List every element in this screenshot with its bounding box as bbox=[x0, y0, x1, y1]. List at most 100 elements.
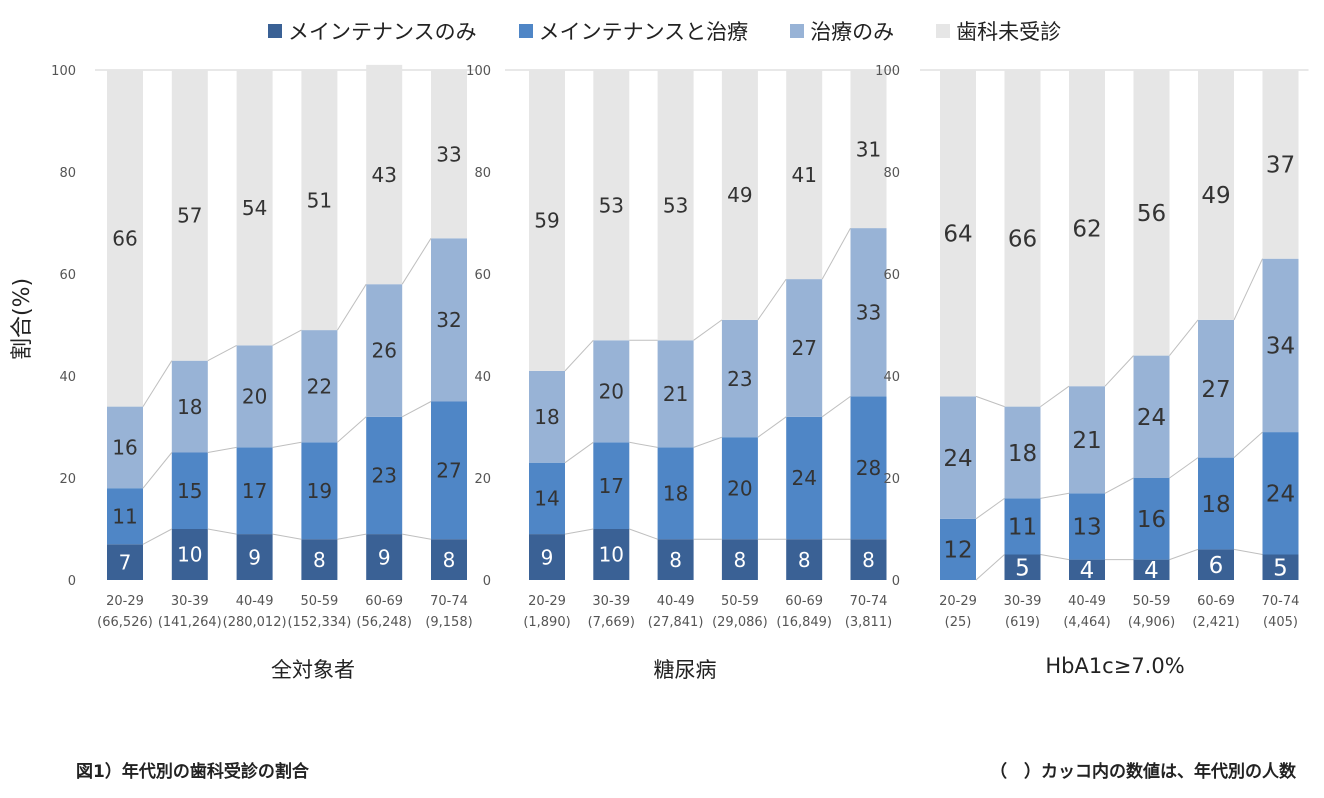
bar-segment bbox=[431, 238, 467, 402]
series-connector bbox=[337, 416, 367, 443]
data-label: 18 bbox=[663, 482, 688, 506]
bar-segment bbox=[940, 70, 976, 397]
x-tick-label: 30-39 bbox=[171, 594, 209, 609]
y-tick-label: 0 bbox=[483, 574, 491, 589]
bar-segment bbox=[1262, 70, 1299, 259]
x-tick-label: 50-59 bbox=[301, 594, 339, 609]
x-tick-label: 20-29 bbox=[106, 594, 144, 609]
y-tick-label: 60 bbox=[883, 268, 900, 283]
y-tick-label: 100 bbox=[51, 64, 76, 79]
x-tick-label: 30-39 bbox=[592, 594, 630, 609]
bar-segment bbox=[431, 401, 467, 540]
series-connector bbox=[564, 528, 594, 535]
bar-segment bbox=[366, 416, 403, 535]
series-connector bbox=[207, 528, 237, 535]
series-connector bbox=[1233, 258, 1263, 321]
data-label: 13 bbox=[1072, 515, 1101, 541]
x-tick-label: 40-49 bbox=[657, 594, 695, 609]
bar-segment bbox=[431, 70, 467, 239]
bar-segment bbox=[236, 534, 273, 580]
series-connector bbox=[1233, 431, 1263, 458]
data-label: 20 bbox=[599, 380, 624, 404]
data-label: 27 bbox=[1201, 377, 1230, 403]
data-label: 8 bbox=[798, 548, 811, 572]
y-tick-label: 20 bbox=[883, 472, 900, 487]
x-tick-label: 50-59 bbox=[721, 594, 759, 609]
data-label: 18 bbox=[1201, 492, 1230, 518]
data-label: 15 bbox=[177, 479, 202, 503]
y-tick-label: 80 bbox=[474, 166, 491, 181]
data-label: 21 bbox=[1072, 428, 1101, 454]
x-count-label: (1,890) bbox=[523, 615, 570, 630]
data-label: 51 bbox=[307, 188, 332, 212]
series-connector bbox=[272, 441, 302, 448]
x-tick-label: 40-49 bbox=[236, 594, 274, 609]
data-label: 43 bbox=[371, 163, 396, 187]
bar-segment bbox=[171, 452, 208, 529]
series-connector bbox=[757, 416, 787, 438]
x-tick-label: 40-49 bbox=[1068, 594, 1106, 609]
x-tick-label: 70-74 bbox=[850, 594, 888, 609]
bar-segment bbox=[1069, 559, 1105, 580]
data-label: 11 bbox=[1008, 515, 1037, 541]
y-tick-label: 20 bbox=[59, 472, 76, 487]
bar-segment bbox=[940, 518, 976, 580]
data-label: 8 bbox=[734, 548, 747, 572]
data-label: 4 bbox=[1080, 558, 1095, 584]
x-tick-label: 60-69 bbox=[365, 594, 403, 609]
series-connector bbox=[142, 452, 173, 489]
x-tick-label: 20-29 bbox=[528, 594, 566, 609]
data-label: 9 bbox=[541, 545, 554, 569]
data-label: 20 bbox=[242, 385, 267, 409]
bar-segment bbox=[171, 70, 208, 361]
data-label: 9 bbox=[378, 545, 391, 569]
data-label: 32 bbox=[436, 308, 461, 332]
series-connector bbox=[629, 441, 658, 448]
data-label: 53 bbox=[663, 193, 688, 217]
legend-swatch bbox=[518, 24, 533, 38]
panel-title-all: 全対象者 bbox=[271, 658, 355, 682]
data-label: 66 bbox=[112, 227, 137, 251]
x-count-label: (141,264) bbox=[158, 615, 222, 630]
bar-segment bbox=[529, 70, 565, 371]
y-tick-label: 40 bbox=[59, 370, 76, 385]
bar-segment bbox=[236, 345, 273, 448]
data-label: 8 bbox=[669, 548, 682, 572]
bar-segment bbox=[1198, 319, 1234, 458]
x-tick-label: 30-39 bbox=[1004, 594, 1042, 609]
data-label: 5 bbox=[1015, 556, 1030, 582]
bar-segment bbox=[1198, 549, 1234, 580]
bar-segment bbox=[1069, 70, 1105, 387]
x-tick-label: 60-69 bbox=[785, 594, 823, 609]
data-label: 18 bbox=[534, 405, 559, 429]
series-connector bbox=[1169, 457, 1199, 479]
series-connector bbox=[1040, 385, 1070, 408]
x-count-label: (619) bbox=[1005, 615, 1040, 630]
data-label: 14 bbox=[534, 487, 559, 511]
bar-segment bbox=[1004, 406, 1041, 499]
data-label: 16 bbox=[1137, 507, 1166, 533]
x-count-label: (280,012) bbox=[223, 615, 287, 630]
series-connector bbox=[207, 344, 237, 362]
bar-segment bbox=[1262, 258, 1299, 433]
legend-label: 治療のみ bbox=[810, 20, 895, 44]
bar-segment bbox=[786, 279, 823, 417]
bar-segment bbox=[301, 442, 338, 540]
bar-segment bbox=[107, 406, 143, 489]
bar-segment bbox=[236, 447, 273, 535]
data-label: 8 bbox=[313, 548, 326, 572]
data-label: 26 bbox=[371, 339, 396, 363]
legend-item-maintenance-only: メインテナンスのみ bbox=[268, 16, 477, 46]
series-connector bbox=[693, 436, 723, 448]
bar-segment bbox=[721, 437, 758, 540]
data-label: 17 bbox=[242, 479, 267, 503]
series-connector bbox=[142, 528, 173, 545]
data-label: 10 bbox=[177, 543, 202, 567]
data-label: 27 bbox=[791, 336, 816, 360]
data-label: 12 bbox=[943, 538, 972, 564]
series-connector bbox=[1104, 477, 1134, 494]
x-count-label: (16,849) bbox=[776, 615, 832, 630]
y-tick-label: 60 bbox=[59, 268, 76, 283]
y-tick-label: 40 bbox=[474, 370, 491, 385]
